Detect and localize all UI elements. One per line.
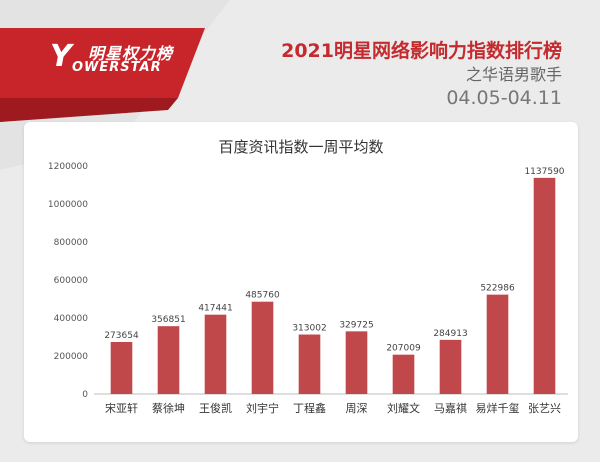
data-label: 273654 [104,331,139,341]
y-tick-label: 400000 [54,314,89,324]
title-block: 2021明星网络影响力指数排行榜 之华语男歌手 04.05-04.11 [281,38,562,110]
category-label: 刘耀文 [387,401,420,415]
y-tick-label: 200000 [54,352,89,362]
category-label: 宋亚轩 [105,401,138,415]
page-subtitle: 之华语男歌手 [465,65,562,84]
category-label: 周深 [346,402,368,415]
bar [533,177,556,394]
data-label: 417441 [198,304,232,314]
data-label: 284913 [433,329,467,339]
data-label: 522986 [480,284,515,294]
bar-chart: 0 200000 400000 600000 800000 1000000 1200000 2… [48,162,568,415]
category-label: 刘宇宁 [246,401,279,415]
bar [392,354,415,394]
category-label: 易烊千玺 [476,401,520,415]
date-range: 04.05-04.11 [446,87,562,109]
brand-logo-en: OWERSTAR [72,60,162,75]
data-label: 329725 [339,320,373,330]
category-label: 张艺兴 [528,402,561,415]
chart-title: 百度资讯指数一周平均数 [218,138,384,156]
brand-logo-letter: Y [50,39,72,74]
category-label: 丁程鑫 [293,401,326,415]
brand-logo: Y 明星权力榜 OWERSTAR [48,40,198,90]
data-label: 313002 [292,324,326,334]
bar [486,294,509,394]
category-label: 王俊凯 [199,401,232,415]
bar [204,314,227,394]
data-label: 207009 [386,344,421,354]
y-tick-label: 0 [82,390,88,400]
y-tick-label: 1200000 [48,162,88,172]
bar [251,301,274,394]
y-tick-label: 800000 [54,238,89,248]
category-label: 蔡徐坤 [152,401,185,415]
brand-logo-cn: 明星权力榜 [88,44,174,63]
data-label: 1137590 [524,167,564,177]
chart-card: 百度资讯指数一周平均数 0 200000 400000 600000 800000 100… [24,122,578,442]
y-tick-label: 600000 [54,276,89,286]
bar [345,331,368,394]
bar [110,342,133,394]
bar [298,334,321,394]
data-label: 485760 [245,291,280,301]
data-label: 356851 [151,315,185,325]
page-title: 2021明星网络影响力指数排行榜 [281,40,562,62]
bar [439,339,462,394]
y-tick-label: 1000000 [48,200,88,210]
category-label: 马嘉祺 [434,401,467,415]
bar [157,326,180,394]
